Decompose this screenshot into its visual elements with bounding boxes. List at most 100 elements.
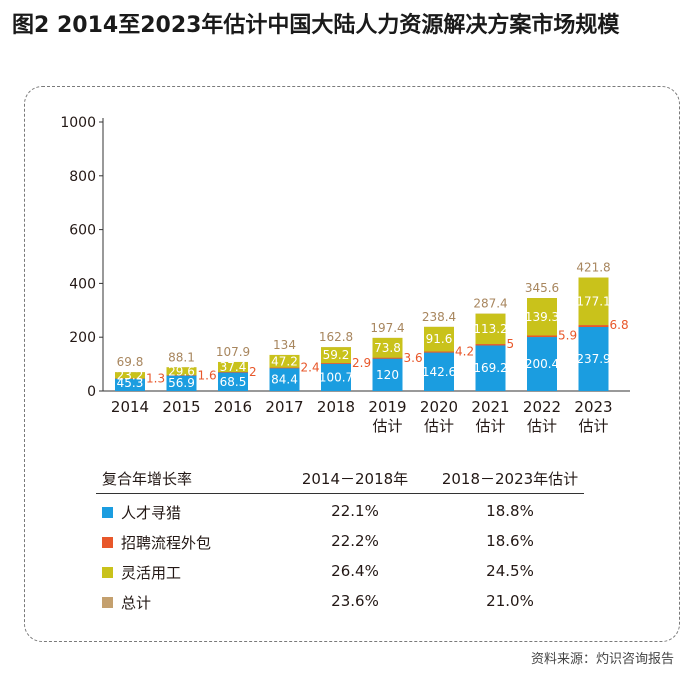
y-tick-label: 200 [69, 330, 96, 346]
bar-flexible [372, 337, 403, 358]
source-note: 资料来源：灼识咨询报告 [530, 652, 674, 667]
x-tick-label: 2019 估计 [368, 398, 406, 435]
talent-value-label: 142.6 [422, 365, 456, 379]
talent-value-label: 120 [376, 368, 399, 382]
x-tick-label: 2022 估计 [523, 398, 561, 435]
bar-flexible [166, 367, 197, 376]
y-tick-label: 1000 [60, 115, 96, 131]
x-tick-label: 2021 估计 [471, 398, 509, 435]
bar-outsourcing [578, 325, 609, 328]
bar-talent [218, 372, 248, 391]
flexible-value-label: 91.6 [426, 332, 453, 346]
legend-label: 灵活用工 [121, 564, 182, 582]
flexible-value-label: 47.2 [271, 354, 298, 368]
x-tick-label: 2020 估计 [420, 398, 458, 435]
x-tick-label: 2015 [162, 398, 200, 416]
bar-talent [166, 375, 197, 391]
talent-value-label: 100.7 [319, 370, 353, 384]
x-tick-label-line: 2016 [214, 398, 252, 416]
cagr-2018-2023: 24.5% [486, 562, 534, 580]
bar-flexible [321, 347, 351, 364]
legend-header-cagr: 复合年增长率 [102, 470, 193, 488]
legend-label: 招聘流程外包 [121, 534, 212, 552]
legend-row-total: 总计 23.6% 21.0% [96, 587, 584, 617]
x-tick-label-line: 2017 [265, 398, 303, 416]
flexible-value-label: 23.2 [117, 368, 144, 382]
bar-outsourcing [527, 335, 557, 338]
talent-value-label: 200.4 [525, 357, 559, 371]
flexible-value-label: 37.4 [220, 360, 247, 374]
bar-flexible [218, 361, 248, 373]
x-tick-label: 2018 [317, 398, 355, 416]
bar-talent [578, 327, 609, 391]
talent-value-label: 56.9 [168, 376, 195, 390]
total-value-label: 69.8 [117, 355, 144, 369]
legend-row-talent: 人才寻猎 22.1% 18.8% [96, 497, 584, 527]
x-tick-label-line: 2015 [162, 398, 200, 416]
total-value-label: 88.1 [168, 350, 195, 364]
cagr-2014-2018: 23.6% [331, 592, 379, 610]
total-value-label: 287.4 [473, 297, 507, 311]
outsourcing-value-label: 4.2 [455, 345, 474, 359]
outsourcing-value-label: 3.6 [404, 351, 423, 365]
bar-flexible [115, 372, 145, 379]
x-tick-label-line: 估计 [475, 417, 505, 435]
outsourcing-value-label: 1.6 [198, 368, 217, 382]
x-tick-label-line: 2014 [111, 398, 149, 416]
outsourcing-value-label: 2.4 [301, 361, 320, 375]
legend-header: 复合年增长率 2014－2018年 2018－2023年估计 [96, 463, 584, 494]
x-tick-label-line: 2018 [317, 398, 355, 416]
y-tick-label: 400 [69, 276, 96, 292]
total-value-label: 421.8 [576, 261, 610, 275]
legend-label: 人才寻猎 [121, 504, 182, 522]
talent-value-label: 84.4 [271, 373, 298, 387]
bar-outsourcing [269, 367, 300, 369]
outsourcing-value-label: 5 [507, 337, 515, 351]
cagr-2014-2018: 26.4% [331, 562, 379, 580]
bar-talent [321, 363, 351, 391]
x-tick-label-line: 2019 [368, 398, 406, 416]
x-tick-label: 2014 [111, 398, 149, 416]
bar-flexible [578, 277, 609, 326]
bar-outsourcing [475, 344, 506, 346]
flexible-swatch [102, 567, 113, 578]
stacked-bar-chart: 0 200 400 600 800 1000 69.823.245.3 1.3 2014 88.1… [60, 115, 630, 435]
bar-talent [424, 352, 454, 391]
x-tick-label-line: 2023 [574, 398, 612, 416]
x-tick-label: 2016 [214, 398, 252, 416]
talent-value-label: 169.2 [473, 361, 507, 375]
bar-outsourcing [424, 351, 454, 353]
legend-header-period1: 2014－2018年 [301, 470, 409, 488]
flexible-value-label: 177.1 [576, 294, 610, 308]
talent-value-label: 45.3 [117, 376, 144, 390]
x-tick-label-line: 估计 [527, 417, 557, 435]
bar-flexible [424, 326, 454, 352]
bar-flexible [269, 354, 300, 368]
cagr-2018-2023: 18.8% [486, 502, 534, 520]
x-tick-label: 2017 [265, 398, 303, 416]
bar-outsourcing [372, 357, 403, 359]
x-tick-label-line: 估计 [424, 417, 454, 435]
talent-value-label: 237.9 [576, 352, 610, 366]
outsourcing-value-label: 1.3 [146, 371, 165, 385]
page-title: 图2 2014至2023年估计中国大陆人力资源解决方案市场规模 [12, 13, 620, 38]
outsourcing-value-label: 2.9 [352, 356, 371, 370]
legend-row-outsourcing: 招聘流程外包 22.2% 18.6% [96, 527, 584, 557]
total-value-label: 238.4 [422, 310, 456, 324]
legend-label: 总计 [121, 594, 152, 612]
cagr-2018-2023: 18.6% [486, 532, 534, 550]
legend-row-flexible: 灵活用工 26.4% 24.5% [96, 557, 584, 587]
y-tick-label: 0 [87, 384, 96, 400]
talent-swatch [102, 507, 113, 518]
bar-talent [115, 378, 145, 391]
bar-talent [475, 345, 506, 391]
y-tick-label: 800 [69, 169, 96, 185]
x-tick-label-line: 2022 [523, 398, 561, 416]
x-tick-label-line: 2021 [471, 398, 509, 416]
cagr-2018-2023: 21.0% [486, 592, 534, 610]
total-value-label: 134 [273, 338, 296, 352]
y-tick-label: 600 [69, 223, 96, 239]
total-value-label: 162.8 [319, 330, 353, 344]
x-tick-label-line: 估计 [372, 417, 402, 435]
talent-value-label: 68.5 [220, 375, 247, 389]
